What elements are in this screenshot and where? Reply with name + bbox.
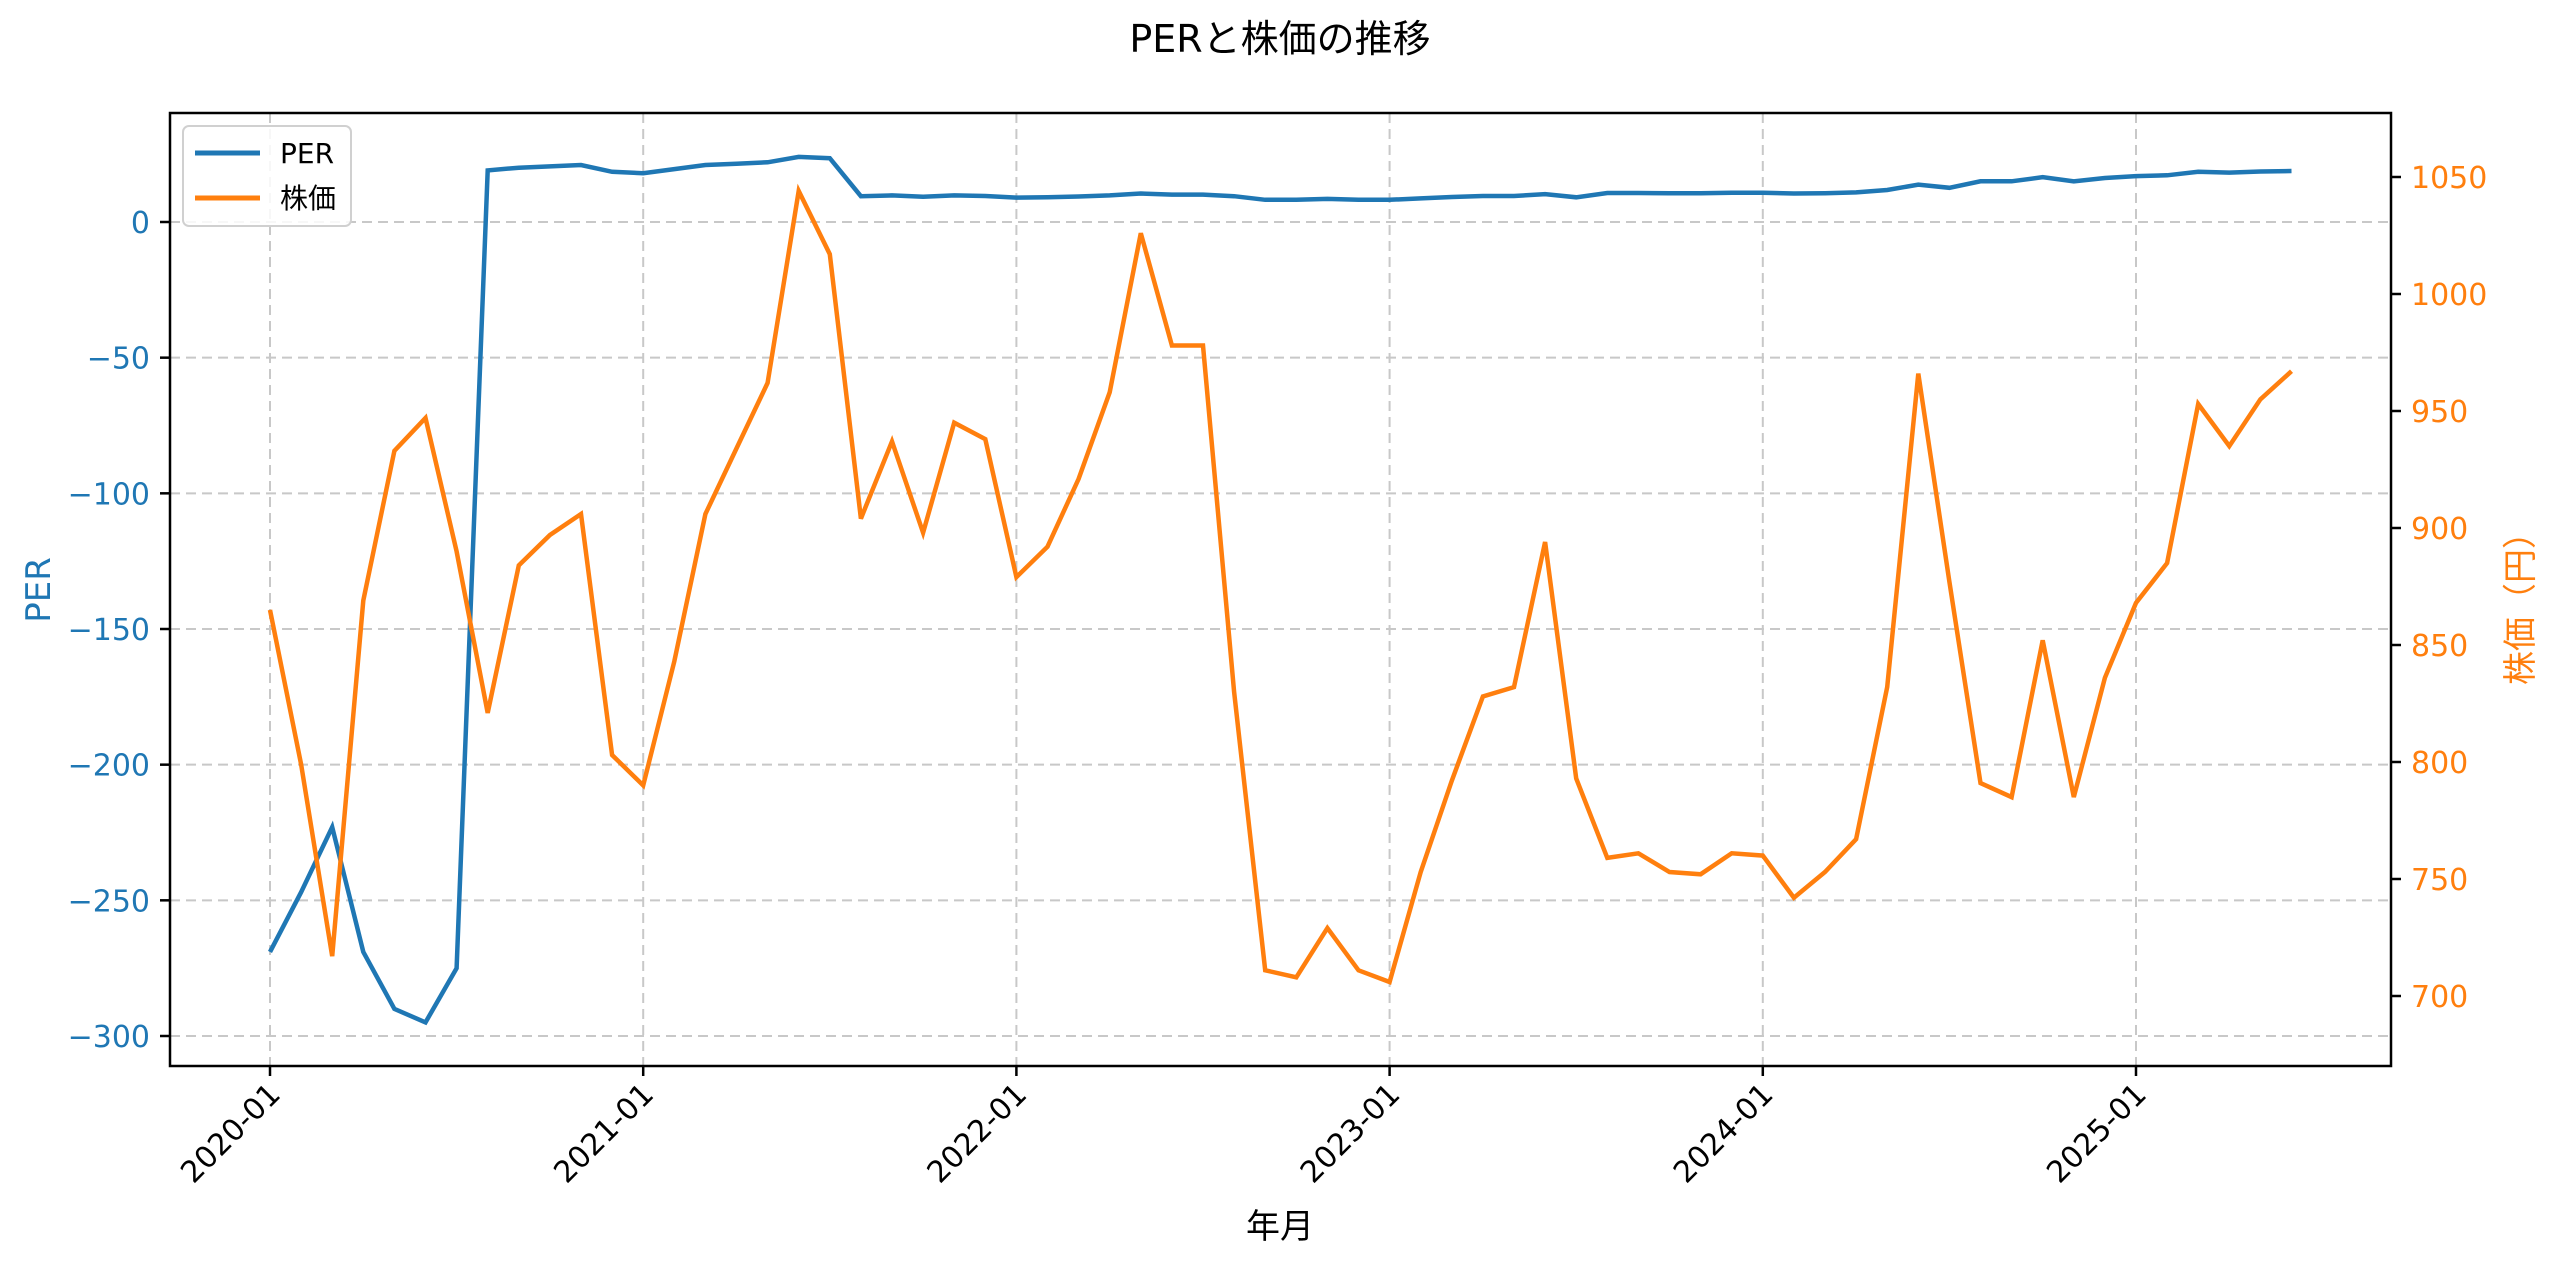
chart-title: PERと株価の推移: [1129, 17, 1430, 61]
gridlines: [170, 113, 2391, 1066]
left-y-axis: 0 −50 −100 −150 −200 −250 −300: [68, 206, 170, 1055]
x-tick-label: 2024-01: [1667, 1077, 1780, 1190]
right-tick-label: 700: [2411, 980, 2468, 1015]
legend-label-per: PER: [280, 137, 334, 170]
plot-frame: [168, 111, 2393, 1068]
x-tick-label: 2022-01: [921, 1077, 1034, 1190]
left-tick-label: −150: [68, 613, 150, 648]
left-tick-label: −50: [87, 342, 150, 377]
x-axis: 2020-01 2021-01 2022-01 2023-01 2024-01 2025-…: [174, 1066, 2154, 1190]
right-tick-label: 750: [2411, 863, 2468, 898]
right-tick-label: 800: [2411, 746, 2468, 781]
left-tick-label: −250: [68, 884, 150, 919]
left-tick-label: 0: [131, 206, 150, 241]
x-tick-label: 2020-01: [174, 1077, 287, 1190]
right-tick-label: 950: [2411, 395, 2468, 430]
right-tick-label: 1050: [2411, 161, 2487, 196]
x-axis-label: 年月: [1246, 1207, 1314, 1247]
right-tick-label: 850: [2411, 629, 2468, 664]
data-lines: [267, 154, 2294, 1026]
left-tick-label: −100: [68, 477, 150, 512]
left-y-axis-label: PER: [19, 557, 59, 623]
right-y-axis-label: 株価（円）: [2501, 515, 2541, 685]
x-tick-label: 2021-01: [547, 1077, 660, 1190]
legend: PER 株価: [182, 125, 352, 227]
right-tick-label: 1000: [2411, 278, 2487, 313]
stock-price-line: [267, 183, 2294, 985]
legend-label-stock: 株価: [280, 182, 336, 215]
left-tick-label: −200: [68, 749, 150, 784]
per-line: [268, 154, 2292, 1026]
x-tick-label: 2023-01: [1294, 1077, 1407, 1190]
right-y-axis: 1050 1000 950 900 850 800 750 700: [2391, 161, 2487, 1015]
x-tick-label: 2025-01: [2040, 1077, 2153, 1190]
right-tick-label: 900: [2411, 512, 2468, 547]
left-tick-label: −300: [68, 1020, 150, 1055]
